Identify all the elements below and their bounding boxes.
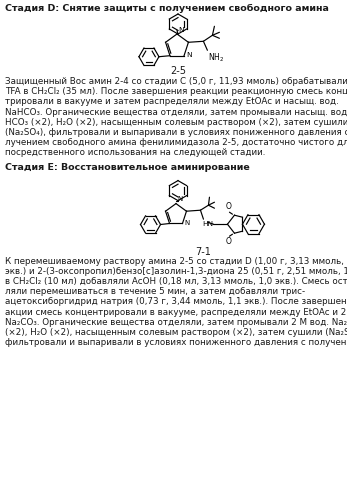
Text: Стадия Е: Восстановительное аминирование: Стадия Е: Восстановительное аминирование <box>5 162 250 172</box>
Text: 7-1: 7-1 <box>195 246 211 256</box>
Text: N: N <box>185 220 190 226</box>
Text: лучением свободного амина фенилимидазола 2-5, достаточно чистого для не-: лучением свободного амина фенилимидазола… <box>5 138 347 147</box>
Text: трировали в вакууме и затем распределяли между EtOAc и насыщ. вод.: трировали в вакууме и затем распределяли… <box>5 98 339 106</box>
Text: ацетоксиборгидрид натрия (0,73 г, 3,44 ммоль, 1,1 экв.). После завершения ре-: ацетоксиборгидрид натрия (0,73 г, 3,44 м… <box>5 298 347 306</box>
Text: фильтровали и выпаривали в условиях пониженного давления с получением: фильтровали и выпаривали в условиях пони… <box>5 338 347 347</box>
Text: N: N <box>186 52 192 58</box>
Text: O: O <box>226 237 231 246</box>
Text: Na₂CO₃. Органические вещества отделяли, затем промывали 2 М вод. Na₂CO₃: Na₂CO₃. Органические вещества отделяли, … <box>5 318 347 327</box>
Text: HCO₃ (×2), H₂O (×2), насыщенным солевым раствором (×2), затем сушили: HCO₃ (×2), H₂O (×2), насыщенным солевым … <box>5 118 347 127</box>
Text: в CH₂Cl₂ (10 мл) добавляли AcOH (0,18 мл, 3,13 ммоль, 1,0 экв.). Смесь остав-: в CH₂Cl₂ (10 мл) добавляли AcOH (0,18 мл… <box>5 277 347 286</box>
Text: посредственного использования на следующей стадии.: посредственного использования на следующ… <box>5 148 265 158</box>
Text: акции смесь концентрировали в вакууме, распределяли между EtOAc и 2 М вод.: акции смесь концентрировали в вакууме, р… <box>5 308 347 316</box>
Text: O: O <box>226 202 231 211</box>
Text: TFA в CH₂Cl₂ (35 мл). После завершения реакции реакционную смесь концен-: TFA в CH₂Cl₂ (35 мл). После завершения р… <box>5 87 347 96</box>
Text: Стадия D: Снятие защиты с получением свободного амина: Стадия D: Снятие защиты с получением сво… <box>5 4 329 13</box>
Text: 2-5: 2-5 <box>170 66 186 76</box>
Text: К перемешиваемому раствору амина 2-5 со стадии D (1,00 г, 3,13 ммоль, 1,0: К перемешиваемому раствору амина 2-5 со … <box>5 256 347 266</box>
Text: Защищенный Boc амин 2-4 со стадии С (5,0 г, 11,93 ммоль) обрабатывали 15%: Защищенный Boc амин 2-4 со стадии С (5,0… <box>5 77 347 86</box>
Text: (×2), H₂O (×2), насыщенным солевым раствором (×2), затем сушили (Na₂SO₄),: (×2), H₂O (×2), насыщенным солевым раств… <box>5 328 347 337</box>
Text: (Na₂SO₄), фильтровали и выпаривали в условиях пониженного давления с по-: (Na₂SO₄), фильтровали и выпаривали в усл… <box>5 128 347 137</box>
Text: N: N <box>177 196 182 202</box>
Text: NH$_2$: NH$_2$ <box>209 52 225 64</box>
Text: NaHCO₃. Органические вещества отделяли, затем промывали насыщ. вод. Na-: NaHCO₃. Органические вещества отделяли, … <box>5 108 347 116</box>
Text: ляли перемешиваться в течение 5 мин, а затем добавляли трис-: ляли перемешиваться в течение 5 мин, а з… <box>5 287 305 296</box>
Text: экв.) и 2-(3-оксопропил)бензо[с]азолин-1,3-диона 25 (0,51 г, 2,51 ммоль, 1,0 экв: экв.) и 2-(3-оксопропил)бензо[с]азолин-1… <box>5 267 347 276</box>
Text: N: N <box>178 26 184 32</box>
Text: HN: HN <box>202 220 213 226</box>
